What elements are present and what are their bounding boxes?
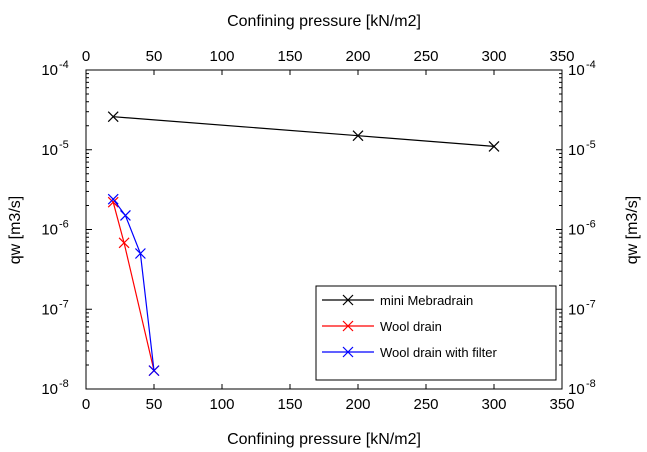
y-tick-exponent-left: -8 (59, 378, 69, 390)
y-tick-label-right: 10 (568, 62, 585, 79)
y-tick-base: 10 (41, 222, 58, 239)
axis-ticks (85, 69, 563, 390)
x-tick-label-bottom: 200 (345, 396, 370, 413)
x-tick-label-top: 350 (549, 48, 574, 65)
x-tick-label-top: 50 (146, 48, 163, 65)
y-tick-label-left: 10 (41, 222, 58, 239)
y-tick-exponent-left: -7 (59, 298, 69, 310)
legend: mini Mebradrain Wool drain Wool drain with… (315, 285, 557, 381)
x-tick-label-top: 250 (413, 48, 438, 65)
x-tick-label-top: 300 (481, 48, 506, 65)
legend-marker (342, 320, 354, 332)
y-tick-label-right: 10 (568, 381, 585, 398)
series-0 (107, 111, 500, 152)
series-layer (107, 111, 500, 377)
y-tick-base: 10 (41, 381, 58, 398)
data-point-marker (107, 111, 119, 123)
x-tick-label-bottom: 350 (549, 396, 574, 413)
legend-entry: Wool drain with filter (322, 345, 497, 360)
data-point-marker (352, 130, 364, 142)
data-point-marker (107, 196, 119, 208)
data-point-marker (107, 193, 119, 205)
data-point-marker (120, 210, 131, 221)
data-point-marker (118, 237, 130, 249)
series-2 (107, 193, 160, 377)
data-point-marker (488, 141, 500, 152)
x-tick-label-bottom: 150 (277, 396, 302, 413)
y-tick-exponent-right: -4 (586, 59, 596, 71)
y-tick-exponent-left: -4 (59, 59, 69, 71)
y-tick-exponent-left: -5 (59, 139, 69, 151)
x-tick-label-top: 200 (345, 48, 370, 65)
legend-label: mini Mebradrain (380, 293, 473, 308)
x-tick-label-bottom: 100 (209, 396, 234, 413)
y-tick-label-left: 10 (41, 381, 58, 398)
legend-marker (342, 294, 354, 306)
x-tick-label-top: 100 (209, 48, 234, 65)
legend-marker (342, 346, 354, 358)
y-axis-title-left: qw [m3/s] (7, 196, 24, 264)
legend-box (315, 285, 557, 381)
y-tick-exponent-left: -6 (59, 219, 69, 231)
x-axis-title-bottom: Confining pressure [kN/m2] (227, 431, 421, 448)
data-point-marker (148, 365, 160, 377)
x-axis-title-top: Confining pressure [kN/m2] (227, 13, 421, 30)
y-tick-base: 10 (41, 62, 58, 79)
y-tick-exponent-right: -5 (586, 139, 596, 151)
y-tick-base: 10 (41, 142, 58, 159)
y-tick-exponent-right: -8 (586, 378, 596, 390)
y-tick-label-left: 10 (41, 142, 58, 159)
y-tick-exponent-right: -6 (586, 219, 596, 231)
x-tick-label-bottom: 0 (82, 396, 90, 413)
y-tick-label-right: 10 (568, 301, 585, 318)
y-tick-label-left: 10 (41, 301, 58, 318)
x-tick-label-bottom: 300 (481, 396, 506, 413)
x-tick-label-top: 0 (82, 48, 90, 65)
axis-tick-labels: 0 0 50 50 100 100 150 150 200 200 250 250 300 300 350 3… (41, 48, 595, 413)
x-tick-label-top: 150 (277, 48, 302, 65)
y-tick-exponent-right: -7 (586, 298, 596, 310)
x-tick-label-bottom: 250 (413, 396, 438, 413)
y-tick-label-right: 10 (568, 142, 585, 159)
legend-label: Wool drain (380, 319, 442, 334)
y-tick-label-left: 10 (41, 62, 58, 79)
legend-entry: mini Mebradrain (322, 293, 473, 308)
data-point-marker (134, 248, 146, 259)
legend-label: Wool drain with filter (380, 345, 497, 360)
legend-entries: mini Mebradrain Wool drain Wool drain with… (322, 293, 497, 360)
series-line (112, 198, 155, 371)
y-tick-label-right: 10 (568, 222, 585, 239)
x-tick-label-bottom: 50 (146, 396, 163, 413)
y-axis-title-right: qw [m3/s] (624, 196, 641, 264)
y-tick-base: 10 (41, 301, 58, 318)
legend-entry: Wool drain (322, 319, 442, 334)
